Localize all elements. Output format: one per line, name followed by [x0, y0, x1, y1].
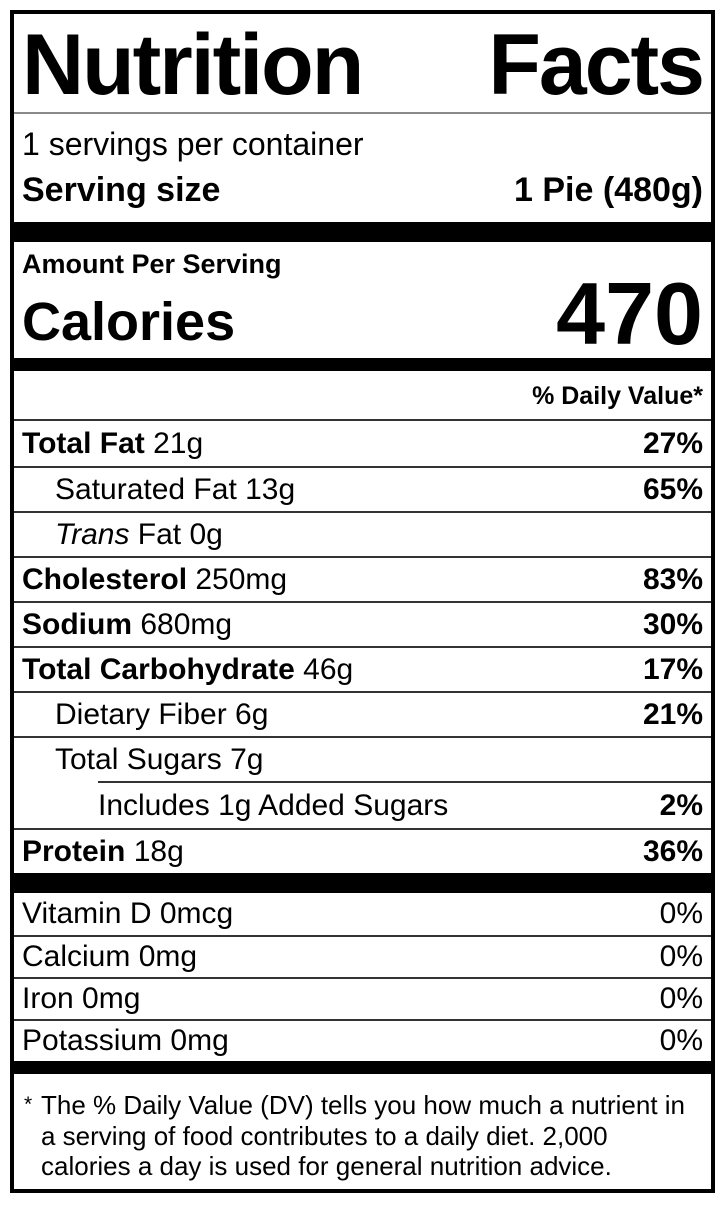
- nutrient-name: Sodium: [22, 607, 132, 641]
- nutrient-dv: 17%: [642, 652, 703, 686]
- nutrient-dv: 65%: [642, 472, 703, 506]
- nutrient-amount: 21g: [144, 426, 204, 460]
- nutrient-dv: 21%: [642, 697, 703, 731]
- added-sugars-separator: [98, 781, 711, 784]
- nutrient-amount: 0g: [181, 517, 223, 551]
- label-title: Nutrition Facts: [14, 14, 711, 114]
- nutrient-label: Trans Fat 0g: [55, 518, 223, 552]
- serving-size-row: Serving size 1 Pie (480g): [14, 163, 711, 222]
- nutrient-row: Cholesterol 250mg 83%: [14, 556, 711, 601]
- micronutrient-row: Iron 0mg 0%: [14, 977, 711, 1019]
- footnote-asterisk: *: [24, 1093, 33, 1117]
- nutrient-name: Includes 1g Added Sugars: [98, 788, 449, 822]
- micronutrient-name: Vitamin D: [22, 897, 152, 931]
- nutrient-dv: 83%: [642, 562, 703, 596]
- calories-value: 470: [556, 264, 703, 364]
- micronutrient-name: Potassium: [22, 1024, 163, 1058]
- nutrient-name: Protein: [22, 834, 126, 868]
- nutrient-row: Protein 18g 36%: [14, 828, 711, 873]
- nutrient-amount: 250mg: [187, 562, 288, 596]
- amount-per-serving-label: Amount Per Serving: [22, 248, 282, 279]
- serving-size-value: 1 Pie (480g): [514, 170, 703, 209]
- micronutrient-label: Potassium 0mg: [22, 1024, 229, 1058]
- nutrient-label: Total Carbohydrate 46g: [22, 653, 353, 687]
- micronutrient-label: Vitamin D 0mcg: [22, 897, 233, 931]
- thick-separator-bar-top: [14, 221, 711, 242]
- nutrient-label: Saturated Fat 13g: [55, 473, 295, 507]
- nutrient-row: Sodium 680mg 30%: [14, 601, 711, 646]
- medium-separator-bar-bottom: [14, 1061, 711, 1075]
- nutrient-dv: 30%: [642, 607, 703, 641]
- nutrient-row: Total Sugars 7g: [14, 736, 711, 781]
- micronutrient-row: Vitamin D 0mcg 0%: [14, 893, 711, 935]
- medium-separator-bar-calories: [14, 358, 711, 372]
- nutrient-name: Saturated Fat: [55, 472, 237, 506]
- micronutrient-amount: 0mg: [73, 982, 141, 1016]
- nutrient-label: Total Sugars 7g: [55, 743, 263, 777]
- servings-per-container: 1 servings per container: [22, 126, 364, 162]
- nutrient-dv: 27%: [642, 426, 703, 460]
- nutrient-amount: 7g: [221, 742, 264, 776]
- micronutrient-label: Iron 0mg: [22, 982, 140, 1016]
- nutrient-dv: 36%: [642, 834, 703, 868]
- nutrient-amount: 680mg: [132, 607, 233, 641]
- nutrient-row: Saturated Fat 13g 65%: [14, 466, 711, 511]
- footnote-text: The % Daily Value (DV) tells you how muc…: [41, 1090, 686, 1182]
- micronutrient-dv: 0%: [659, 897, 703, 931]
- micronutrient-rows: Vitamin D 0mcg 0% Calcium 0mg 0% Iron 0mg 0% P…: [14, 893, 711, 1061]
- nutrient-label: Includes 1g Added Sugars: [98, 789, 448, 823]
- nutrient-name: Dietary Fiber: [55, 697, 227, 731]
- nutrient-label: Dietary Fiber 6g: [55, 698, 268, 732]
- micronutrient-row: Potassium 0mg 0%: [14, 1019, 711, 1061]
- nutrient-amount: 13g: [236, 472, 296, 506]
- label-title-word: Facts: [488, 17, 705, 113]
- nutrient-rows: Total Fat 21g 27% Saturated Fat 13g 65% Tran…: [14, 421, 711, 873]
- micronutrient-row: Calcium 0mg 0%: [14, 935, 711, 977]
- nutrient-label: Cholesterol 250mg: [22, 563, 287, 597]
- nutrient-row: Dietary Fiber 6g 21%: [14, 691, 711, 736]
- nutrient-label: Sodium 680mg: [22, 608, 232, 642]
- nutrient-name: Total Sugars: [55, 742, 222, 776]
- micronutrient-amount: 0mg: [162, 1024, 229, 1058]
- micronutrient-dv: 0%: [659, 982, 703, 1016]
- nutrient-row: Includes 1g Added Sugars 2%: [14, 783, 711, 828]
- footnote: * The % Daily Value (DV) tells you how m…: [14, 1074, 711, 1181]
- thick-separator-bar-protein: [14, 873, 711, 894]
- micronutrient-dv: 0%: [659, 940, 703, 974]
- micronutrient-amount: 0mcg: [151, 897, 234, 931]
- micronutrient-name: Iron: [22, 982, 74, 1016]
- nutrient-amount: 6g: [226, 697, 269, 731]
- nutrient-row: Trans Fat 0g: [14, 511, 711, 556]
- nutrient-label: Total Fat 21g: [22, 427, 203, 461]
- nutrition-facts-label: Nutrition Facts 1 servings per container …: [10, 10, 715, 1193]
- nutrient-amount: 18g: [125, 834, 184, 868]
- nutrient-dv: 2%: [659, 788, 703, 822]
- calories-row: Calories 470: [14, 264, 711, 364]
- micronutrient-name: Calcium: [22, 940, 131, 974]
- serving-size-label: Serving size: [22, 170, 221, 209]
- label-title-word: Nutrition: [22, 17, 364, 113]
- nutrient-name: Total Fat: [22, 426, 145, 460]
- nutrient-name: Total Carbohydrate: [22, 652, 295, 686]
- nutrient-row: Total Carbohydrate 46g 17%: [14, 646, 711, 691]
- calories-label: Calories: [22, 291, 236, 352]
- micronutrient-label: Calcium 0mg: [22, 940, 197, 974]
- nutrient-label: Protein 18g: [22, 835, 184, 869]
- micronutrient-amount: 0mg: [130, 940, 198, 974]
- daily-value-header: % Daily Value*: [14, 371, 711, 422]
- nutrient-name: Cholesterol: [22, 562, 188, 596]
- nutrient-row: Total Fat 21g 27%: [14, 421, 711, 466]
- nutrient-name: Fat: [137, 517, 182, 551]
- nutrient-amount: 46g: [294, 652, 354, 686]
- nutrient-name-italic: Trans: [55, 517, 138, 551]
- micronutrient-dv: 0%: [659, 1024, 703, 1058]
